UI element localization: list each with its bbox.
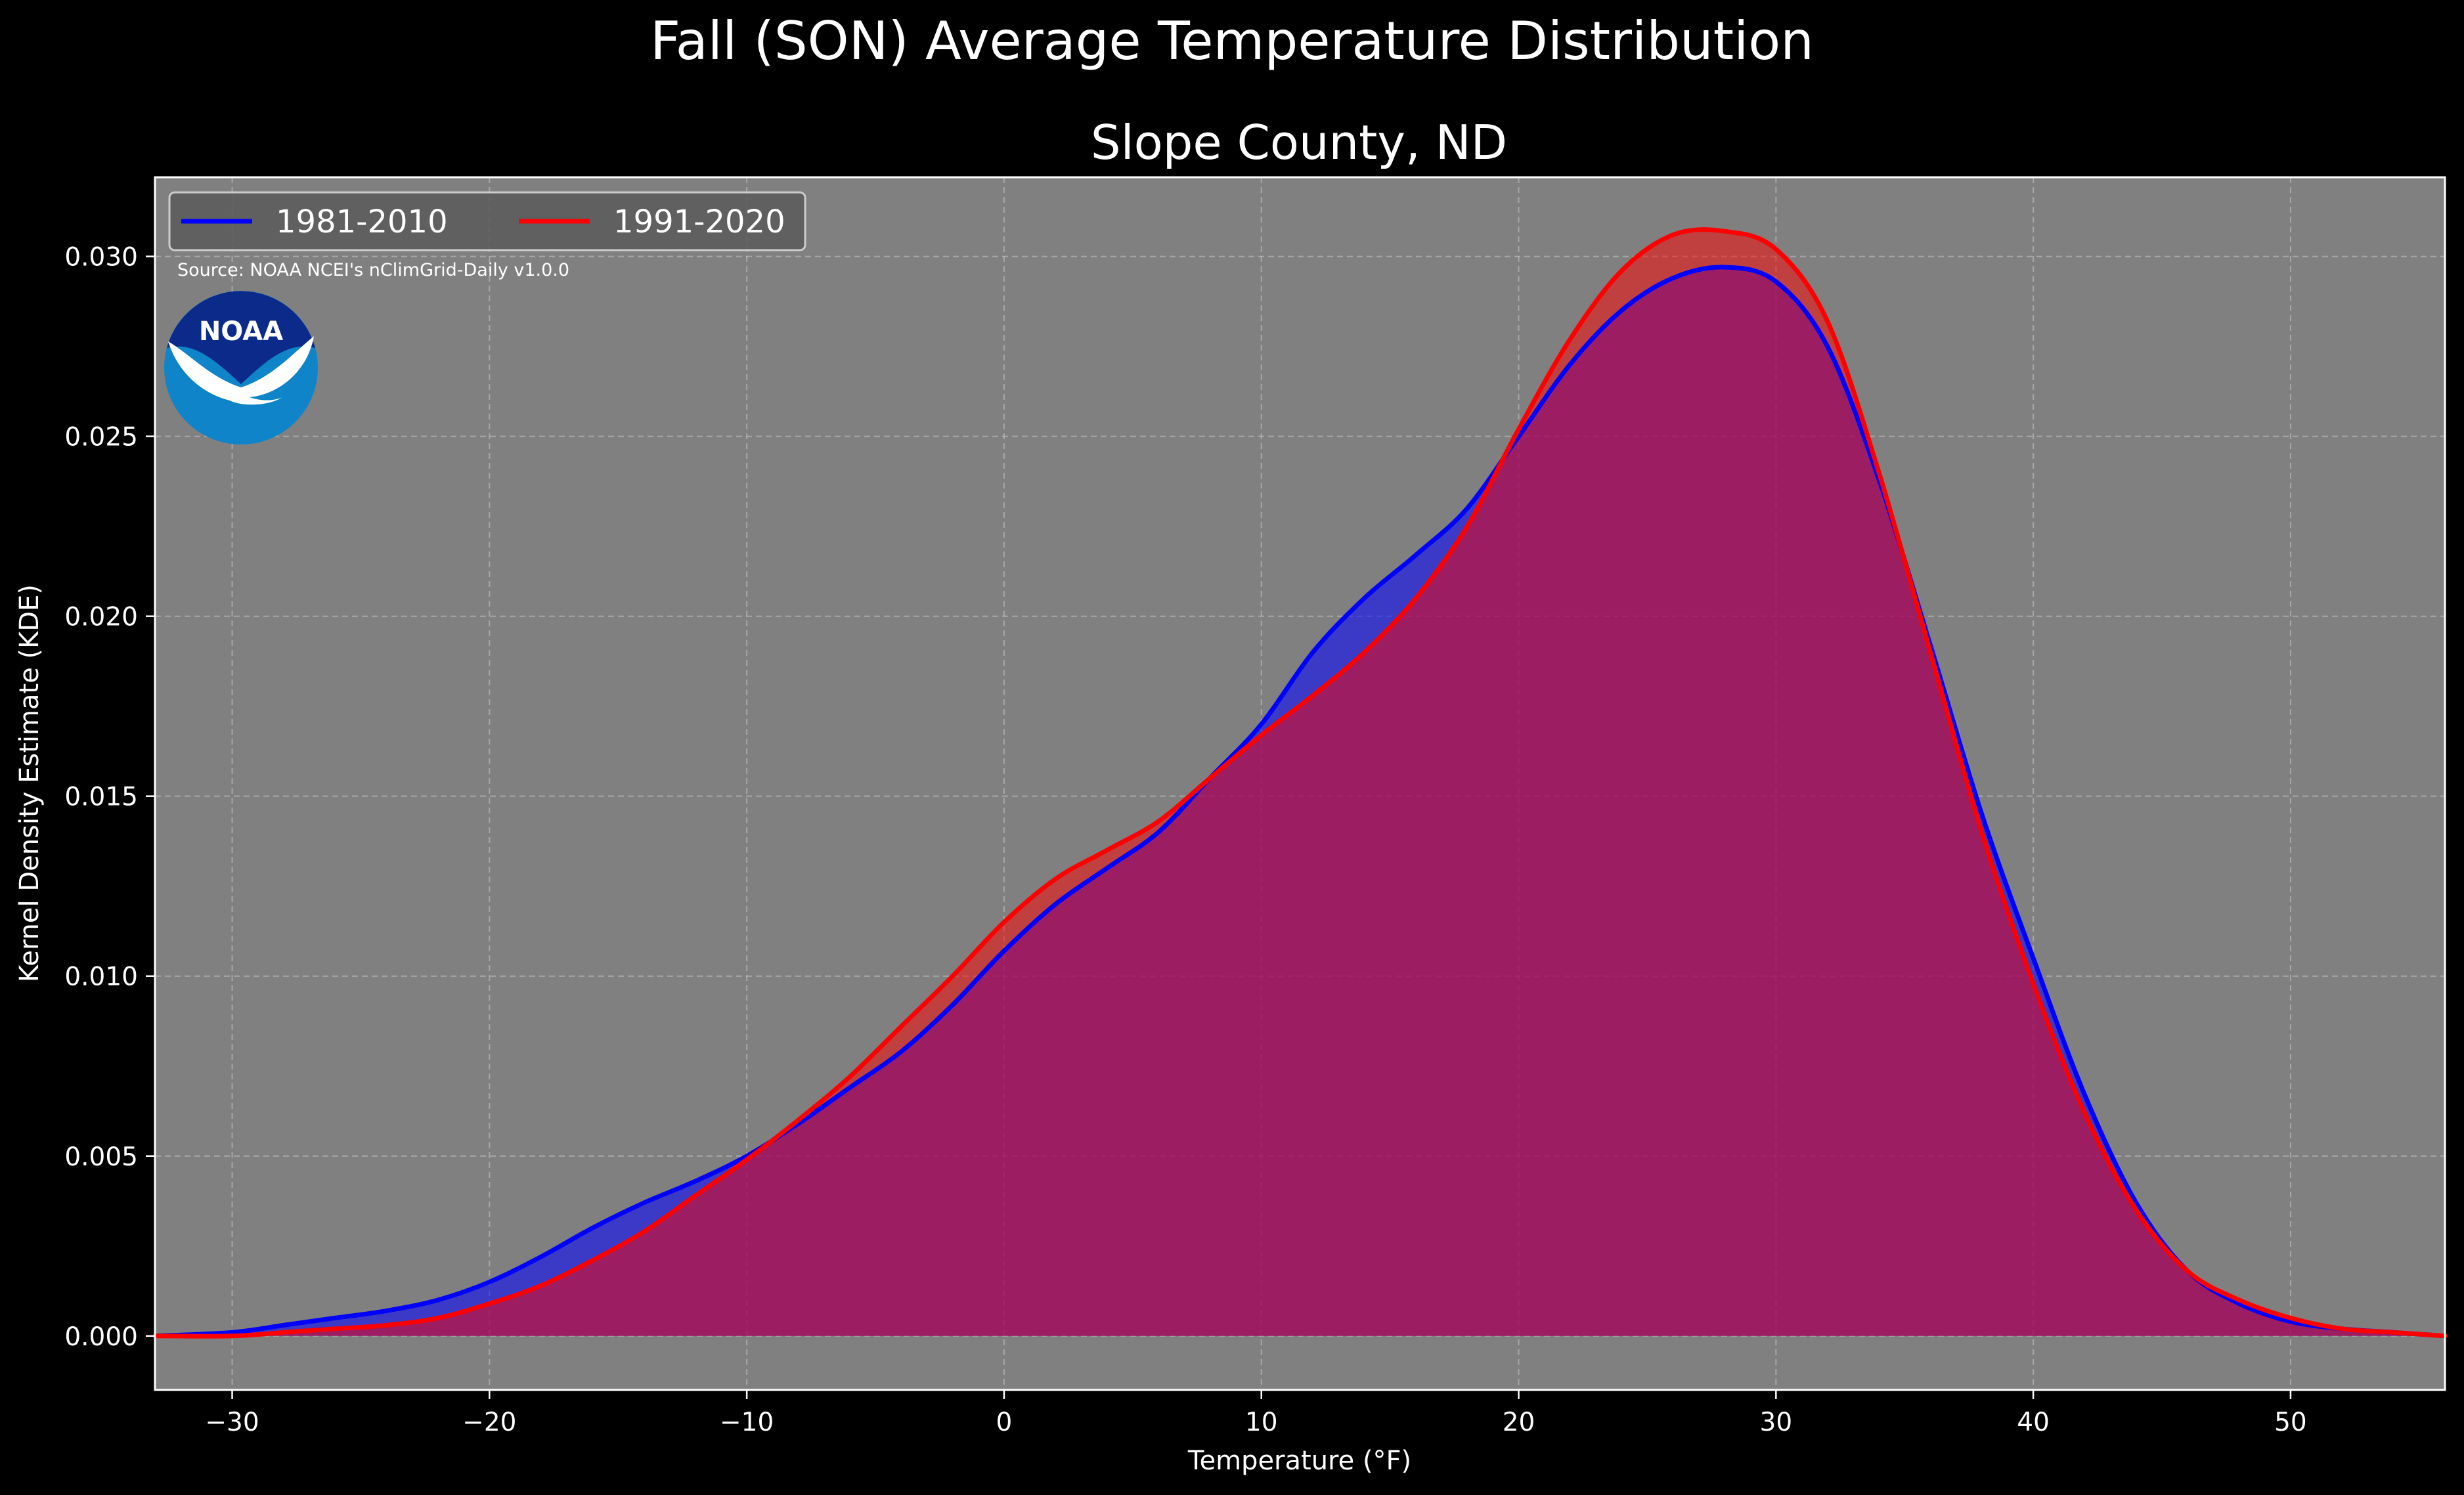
x-tick-label: 50 <box>2274 1408 2307 1437</box>
x-tick-label: −10 <box>720 1408 774 1437</box>
source-note: Source: NOAA NCEI's nClimGrid-Daily v1.0… <box>177 260 569 280</box>
axis-ticks: −30 −20 −10 0 10 20 30 40 50 0.000 0.005 0.010 0.015… <box>64 243 2306 1437</box>
y-tick-label: 0.005 <box>64 1142 138 1172</box>
x-axis-label: Temperature (°F) <box>1187 1446 1411 1476</box>
y-tick-label: 0.000 <box>64 1322 138 1352</box>
noaa-logo: NOAA <box>164 291 318 444</box>
y-tick-label: 0.020 <box>64 603 138 632</box>
plot-frame <box>154 176 2446 1391</box>
x-tick-label: −20 <box>462 1408 516 1437</box>
line-1981-2010 <box>152 265 2448 1339</box>
x-tick-label: 40 <box>2017 1408 2050 1437</box>
area-1991-2020 <box>155 229 2445 1337</box>
y-tick-label: 0.010 <box>64 963 138 992</box>
legend-label-1981-2010: 1981-2010 <box>276 204 448 240</box>
y-tick-label: 0.030 <box>64 243 138 272</box>
x-tick-label: 0 <box>996 1408 1013 1437</box>
x-tick-label: 30 <box>1760 1408 1793 1437</box>
noaa-logo-top <box>167 291 315 384</box>
legend: 1981-2010 1991-2020 <box>168 191 806 251</box>
line-1991-2020 <box>152 227 2448 1339</box>
chart-suptitle: Fall (SON) Average Temperature Distribut… <box>650 11 1814 72</box>
y-axis-label: Kernel Density Estimate (KDE) <box>14 584 45 982</box>
density-areas <box>155 229 2445 1337</box>
y-tick-label: 0.025 <box>64 423 138 452</box>
noaa-logo-text: NOAA <box>199 316 283 347</box>
noaa-seagull-icon <box>168 336 314 405</box>
density-lines <box>152 227 2448 1339</box>
legend-box <box>168 191 806 251</box>
chart-title: Slope County, ND <box>1091 115 1507 170</box>
x-tick-label: −30 <box>205 1408 259 1437</box>
x-tick-label: 20 <box>1503 1408 1535 1437</box>
x-tick-label: 10 <box>1245 1408 1278 1437</box>
legend-label-1991-2020: 1991-2020 <box>613 204 785 240</box>
y-tick-label: 0.015 <box>64 783 138 812</box>
